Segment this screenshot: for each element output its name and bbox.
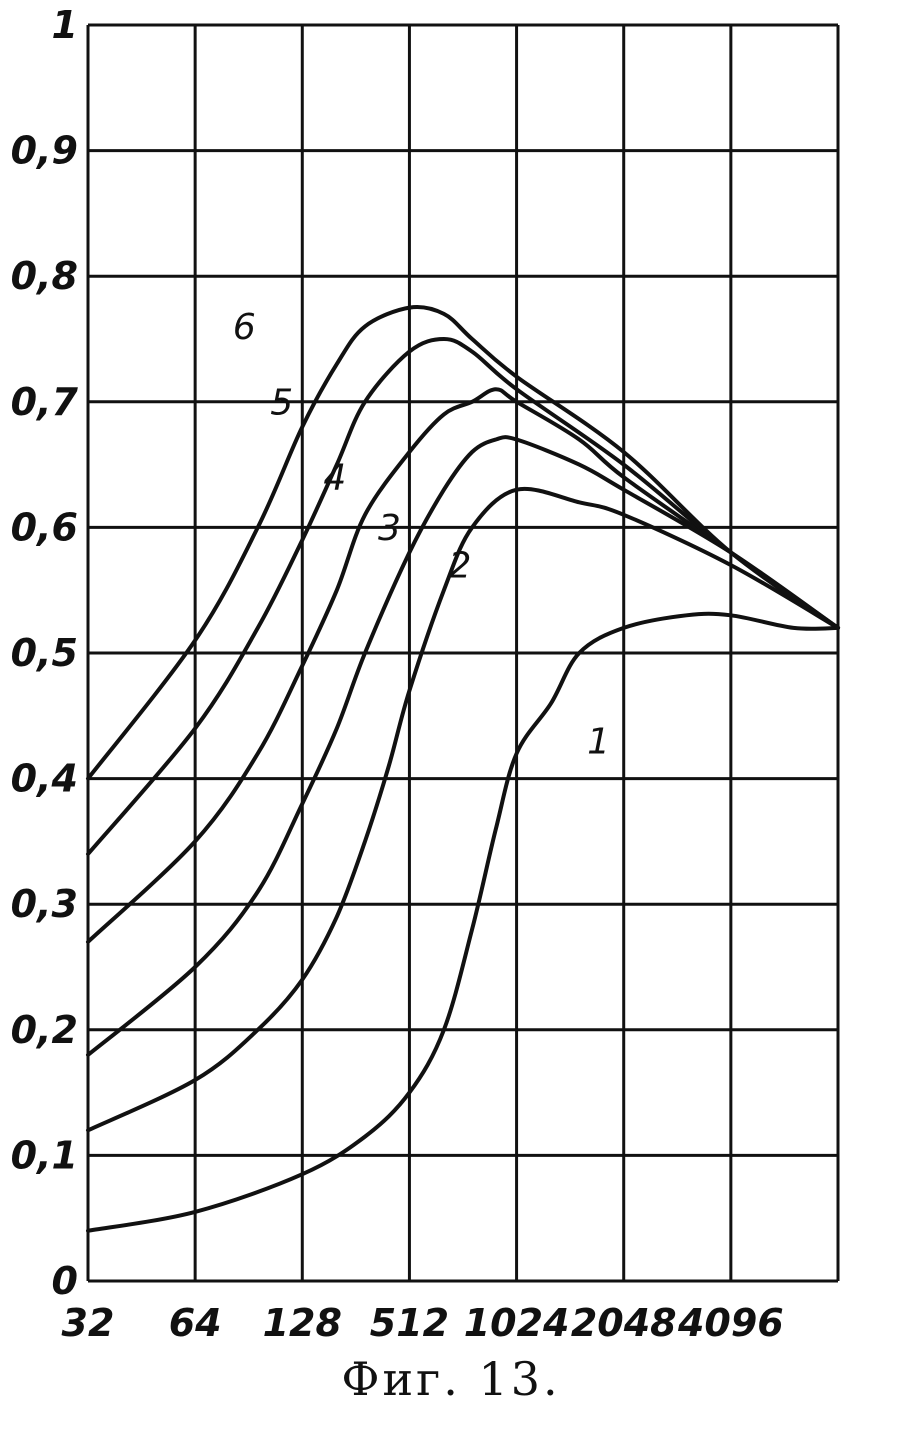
y-tick-label: 0,8 bbox=[11, 254, 78, 298]
y-tick-label: 0,5 bbox=[11, 631, 78, 675]
curve-4 bbox=[86, 387, 840, 944]
figure-caption: Фиг. 13. bbox=[341, 1352, 561, 1406]
y-tick-label: 0,2 bbox=[11, 1008, 78, 1052]
y-tick-label: 0,3 bbox=[11, 882, 78, 926]
y-tick-label: 0,1 bbox=[11, 1133, 78, 1177]
curve-label-1: 1 bbox=[587, 721, 610, 762]
curve-label-5: 5 bbox=[270, 382, 293, 423]
curve-3 bbox=[86, 435, 840, 1057]
y-tick-label: 0,6 bbox=[11, 505, 78, 549]
x-tick-label: 128 bbox=[263, 1301, 342, 1345]
curve-5 bbox=[86, 337, 840, 856]
curve-label-2: 2 bbox=[449, 546, 472, 587]
y-tick-label: 1 bbox=[52, 3, 78, 47]
y-tick-label: 0,4 bbox=[11, 757, 78, 801]
x-tick-label: 32 bbox=[62, 1301, 115, 1345]
x-tick-labels: 32 64 128 512 1024 2048 4096 bbox=[62, 1301, 784, 1345]
x-tick-label: 2048 bbox=[571, 1301, 677, 1345]
x-tick-label: 4096 bbox=[677, 1301, 784, 1345]
grid bbox=[86, 23, 840, 1283]
curves bbox=[86, 304, 840, 1233]
y-tick-label: 0,7 bbox=[11, 380, 79, 424]
x-tick-label: 64 bbox=[169, 1301, 222, 1345]
curve-1 bbox=[86, 611, 840, 1233]
curve-label-3: 3 bbox=[378, 508, 401, 549]
x-tick-label: 512 bbox=[370, 1301, 449, 1345]
x-tick-label: 1024 bbox=[464, 1301, 570, 1345]
curve-2 bbox=[86, 486, 840, 1133]
y-tick-label: 0,9 bbox=[11, 129, 78, 173]
curve-6 bbox=[86, 304, 840, 781]
y-tick-label: 0 bbox=[52, 1259, 78, 1303]
curve-label-6: 6 bbox=[233, 307, 256, 348]
y-tick-labels: 0 0,1 0,2 0,3 0,4 0,5 0,6 0,7 0,8 0,9 1 bbox=[11, 3, 79, 1303]
curve-label-4: 4 bbox=[323, 458, 346, 499]
